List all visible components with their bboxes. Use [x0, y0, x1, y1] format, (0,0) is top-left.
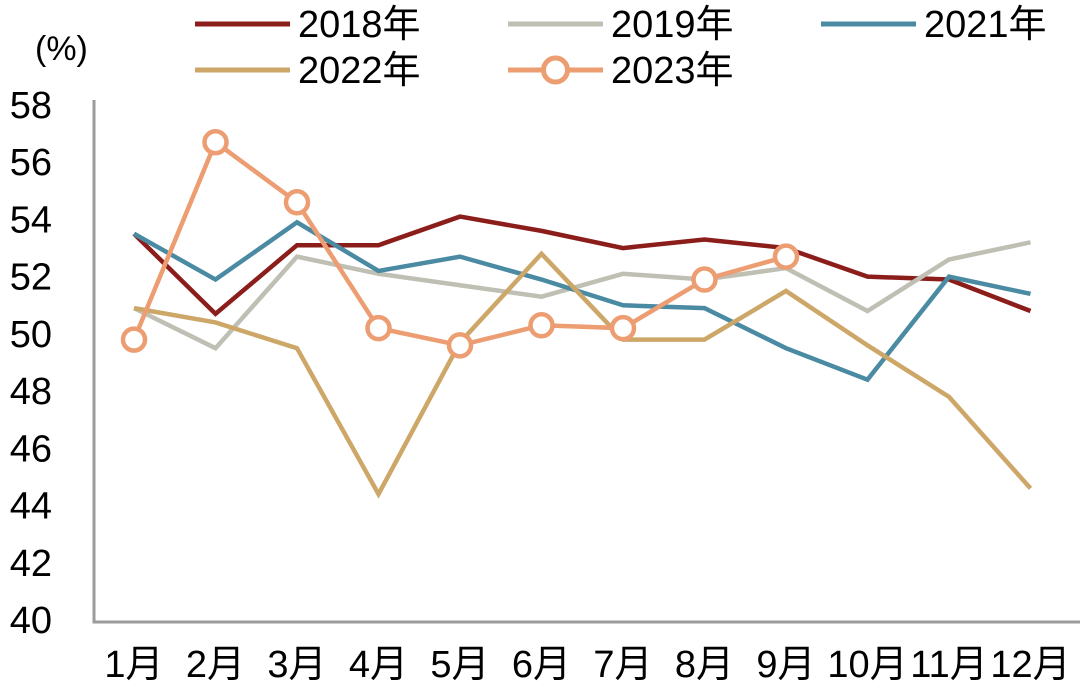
- legend-item-2018: 2018年: [298, 4, 421, 46]
- y-axis-tick-label: 44: [10, 486, 52, 528]
- data-point-marker-2023: [283, 189, 311, 216]
- x-axis-tick-label: 12月: [990, 644, 1070, 686]
- y-axis-tick-label: 46: [10, 428, 52, 470]
- y-axis-tick-label: 48: [10, 371, 52, 413]
- y-axis-tick-label: 50: [10, 314, 52, 356]
- x-axis-tick-label: 1月: [104, 644, 163, 686]
- series-line-2021: [132, 219, 1031, 383]
- x-axis-tick-label: 3月: [267, 644, 326, 686]
- data-point-marker-2023: [772, 243, 800, 270]
- x-axis-tick-label: 11月: [910, 644, 987, 686]
- legend-item-2023: 2023年: [611, 50, 734, 92]
- data-point-marker-2023: [528, 312, 555, 339]
- axis-spines: [92, 100, 1080, 624]
- x-axis-tick-label: 6月: [512, 644, 571, 686]
- legend-item-2019: 2019年: [611, 4, 734, 46]
- series-line-2023: [131, 138, 787, 348]
- x-axis-tick-label: 4月: [349, 644, 408, 686]
- x-axis-tick-label: 2月: [186, 644, 245, 686]
- x-axis-tick-label: 5月: [430, 644, 489, 686]
- y-axis-unit-label: (%): [35, 30, 88, 68]
- data-point-marker-2023: [609, 314, 637, 342]
- y-axis-tick-label: 54: [10, 199, 52, 241]
- y-axis-tick-label: 40: [10, 600, 52, 642]
- data-point-marker-2023: [446, 332, 474, 359]
- series-line-2022: [133, 250, 1033, 499]
- series-line-2018: [132, 214, 1032, 317]
- data-point-marker-2023: [691, 266, 718, 293]
- legend-marker-2023: [541, 55, 570, 85]
- y-axis-tick-label: 56: [10, 142, 52, 184]
- y-axis-tick-label: 52: [10, 257, 52, 299]
- data-point-marker-2023: [365, 314, 392, 342]
- legend-item-2021: 2021年: [924, 4, 1047, 46]
- x-axis-tick-label: 10月: [827, 644, 907, 686]
- series-line-2019: [133, 240, 1031, 351]
- data-point-marker-2023: [202, 128, 229, 156]
- y-axis-tick-label: 42: [10, 543, 52, 585]
- x-axis-tick-label: 9月: [756, 644, 815, 686]
- x-axis-tick-label: 7月: [593, 644, 652, 686]
- x-axis-tick-label: 8月: [675, 644, 734, 686]
- legend-item-2022: 2022年: [298, 50, 421, 92]
- data-point-marker-2023: [120, 326, 148, 353]
- y-axis-tick-label: 58: [10, 85, 52, 127]
